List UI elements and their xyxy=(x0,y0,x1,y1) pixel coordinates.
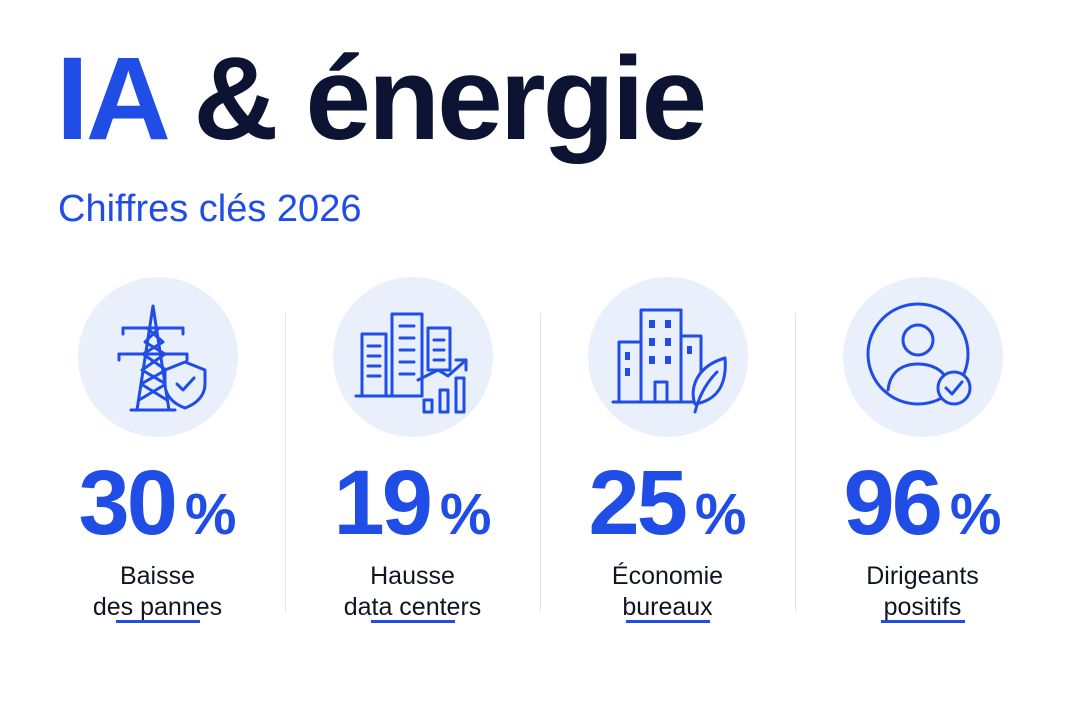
stat-label: Hausse data centers xyxy=(344,561,482,623)
stat-label-line1: Économie xyxy=(611,562,724,590)
column-divider xyxy=(540,313,541,611)
stat-label: Économie bureaux xyxy=(612,561,723,623)
title-accent: IA xyxy=(56,33,167,165)
stat-number: 96 xyxy=(843,452,943,554)
stat-label-line1: Hausse xyxy=(370,562,455,590)
office-building-leaf-icon xyxy=(611,308,727,414)
icon-circle xyxy=(587,277,748,437)
stat-underline xyxy=(625,620,710,623)
stat-underline xyxy=(880,620,965,623)
icon-circle xyxy=(332,277,493,437)
stat-value: 19 % xyxy=(334,457,492,549)
stat-card-office-savings: 25 % Économie bureaux xyxy=(540,265,795,645)
stat-card-data-centers: 19 % Hausse data centers xyxy=(285,265,540,645)
buildings-growth-chart-icon xyxy=(354,312,467,414)
stat-unit: % xyxy=(949,482,1002,547)
stat-label-line2: bureaux xyxy=(622,593,713,621)
page-title: IA & énergie xyxy=(56,40,707,158)
stat-label-line1: Baisse xyxy=(119,562,196,590)
stat-label: Dirigeants positifs xyxy=(866,561,979,623)
page-subtitle: Chiffres clés 2026 xyxy=(58,188,362,230)
stat-unit: % xyxy=(184,482,237,547)
stat-label-line2: des pannes xyxy=(92,593,223,621)
stat-label-line1: Dirigeants xyxy=(866,562,979,590)
column-divider xyxy=(795,313,796,611)
stat-unit: % xyxy=(694,482,747,547)
stat-value: 30 % xyxy=(79,457,237,549)
title-rest: & énergie xyxy=(193,33,707,165)
icon-circle xyxy=(77,277,238,437)
stat-value: 25 % xyxy=(589,457,747,549)
stat-card-executives: 96 % Dirigeants positifs xyxy=(795,265,1050,645)
stat-underline xyxy=(115,620,200,623)
stat-label-line2: data centers xyxy=(343,593,482,621)
stat-card-outages: 30 % Baisse des pannes xyxy=(30,265,285,645)
power-pylon-shield-icon xyxy=(117,304,206,412)
stat-number: 19 xyxy=(333,452,433,554)
icon-circle xyxy=(842,277,1003,437)
user-checkmark-icon xyxy=(866,302,971,406)
stat-unit: % xyxy=(439,482,492,547)
stat-label-line2: positifs xyxy=(883,593,962,621)
stat-underline xyxy=(370,620,455,623)
column-divider xyxy=(285,313,286,611)
stat-label: Baisse des pannes xyxy=(93,561,222,623)
stat-number: 30 xyxy=(78,452,178,554)
stat-number: 25 xyxy=(588,452,688,554)
stat-value: 96 % xyxy=(844,457,1002,549)
stats-row: 30 % Baisse des pannes xyxy=(30,265,1050,645)
